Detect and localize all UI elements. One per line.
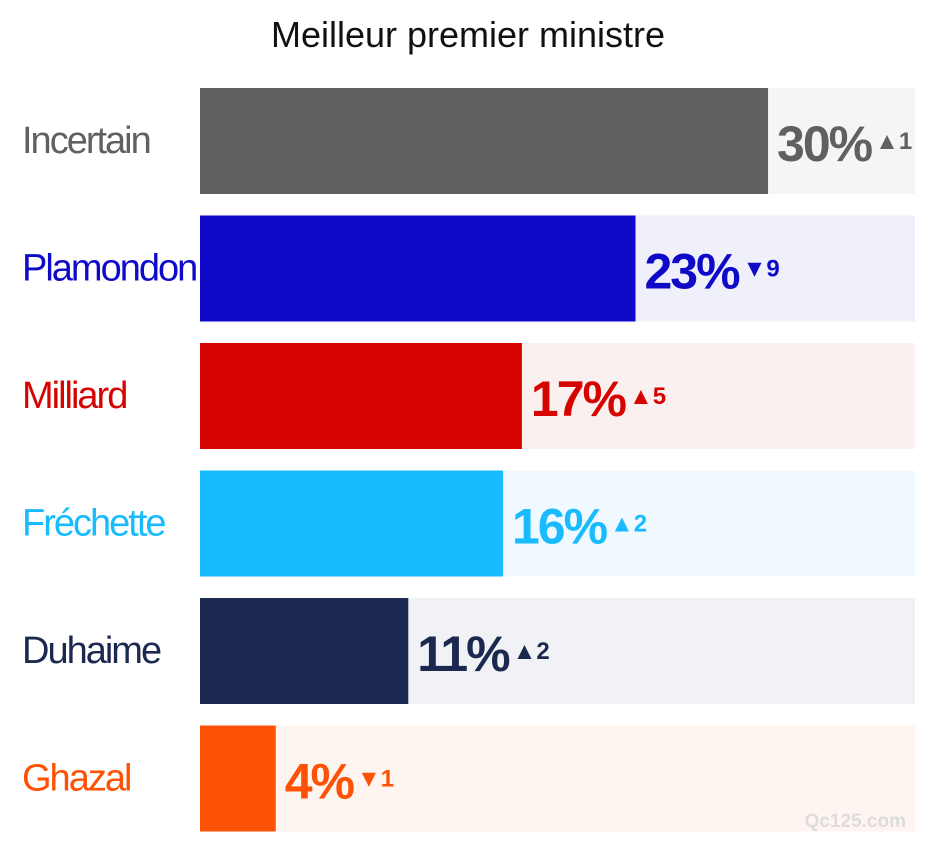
- value-label: 4%: [285, 754, 355, 810]
- bar: [200, 725, 276, 832]
- bar-row: Fréchette 16% ▲2: [22, 470, 915, 577]
- change-indicator: ▲5: [629, 383, 666, 410]
- change-indicator: ▼9: [743, 255, 780, 282]
- category-label: Ghazal: [22, 758, 130, 800]
- bar: [200, 343, 522, 449]
- change-indicator: ▲2: [610, 510, 647, 537]
- change-indicator: ▼1: [357, 765, 394, 792]
- category-label: Fréchette: [22, 503, 165, 545]
- arrow-down-icon: ▼: [357, 765, 381, 792]
- category-label: Duhaime: [22, 630, 161, 672]
- value-label: 16%: [512, 499, 608, 555]
- bar-row: Incertain 30% ▲1: [22, 88, 915, 194]
- bar-row: Milliard 17% ▲5: [22, 343, 915, 449]
- change-amount: 5: [653, 383, 666, 410]
- category-label: Plamondon: [22, 248, 196, 290]
- change-amount: 2: [536, 638, 549, 665]
- chart-title: Meilleur premier ministre: [271, 14, 665, 55]
- category-label: Incertain: [22, 120, 150, 162]
- value-label: 30%: [777, 116, 873, 172]
- bar: [200, 88, 769, 194]
- change-amount: 1: [899, 128, 912, 155]
- change-amount: 1: [381, 765, 394, 792]
- arrow-up-icon: ▲: [875, 128, 899, 155]
- bar-row: Duhaime 11% ▲2: [22, 598, 915, 704]
- bar-row: Ghazal 4% ▼1: [22, 725, 915, 832]
- bar: [200, 470, 503, 577]
- watermark: Qc125.com: [805, 811, 906, 832]
- category-label: Milliard: [22, 375, 126, 417]
- bar-row: Plamondon 23% ▼9: [22, 215, 915, 322]
- bar: [200, 598, 409, 704]
- bar-track: [200, 725, 915, 832]
- arrow-up-icon: ▲: [513, 638, 537, 665]
- value-label: 23%: [645, 244, 741, 300]
- arrow-down-icon: ▼: [743, 255, 767, 282]
- bar: [200, 215, 636, 322]
- change-amount: 2: [634, 510, 647, 537]
- value-label: 17%: [531, 371, 627, 427]
- arrow-up-icon: ▲: [610, 510, 634, 537]
- change-amount: 9: [766, 255, 779, 282]
- change-indicator: ▲1: [875, 128, 912, 155]
- value-label: 11%: [417, 626, 510, 682]
- arrow-up-icon: ▲: [629, 383, 653, 410]
- change-indicator: ▲2: [513, 638, 550, 665]
